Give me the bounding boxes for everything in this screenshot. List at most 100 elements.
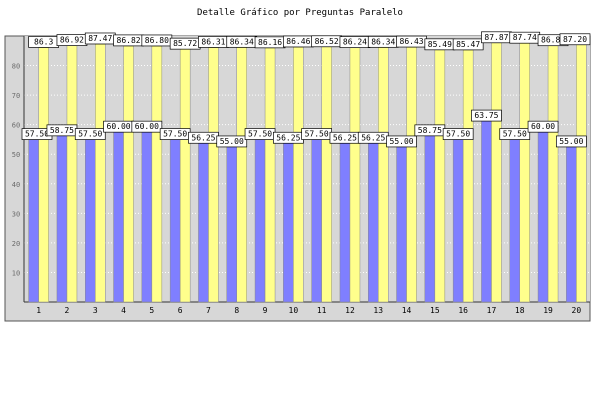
bar-series-2: [123, 45, 134, 303]
data-label: 87.74: [513, 33, 537, 42]
bar-series-2: [151, 45, 163, 303]
x-tick-label: 19: [543, 306, 553, 315]
data-label-box: [499, 128, 531, 140]
data-label: 86.43: [400, 37, 424, 46]
x-tick-label: 16: [458, 306, 468, 315]
x-tick-label: 17: [487, 306, 497, 315]
data-label-box: [216, 135, 248, 148]
x-tick-label: 5: [149, 306, 154, 315]
bar-series-2: [547, 44, 559, 303]
x-tick-label: 8: [234, 306, 239, 315]
x-tick-label: 12: [345, 306, 355, 315]
y-tick-label: 60: [12, 122, 20, 130]
bar-series-1: [56, 128, 68, 303]
x-tick-label: 11: [317, 306, 327, 315]
data-label: 63.75: [474, 111, 498, 120]
x-tick-label: 1: [36, 306, 41, 315]
bar-series-1: [396, 139, 407, 303]
data-label: 60.00: [107, 122, 131, 131]
data-label-box: [471, 109, 502, 122]
bar-series-1: [283, 135, 294, 303]
data-label: 86.46: [286, 37, 310, 46]
bar-series-2: [349, 46, 361, 303]
bar-series-1: [481, 113, 492, 303]
x-tick-label: 6: [178, 306, 183, 315]
bar-series-1: [339, 135, 351, 303]
bar-series-1: [28, 131, 39, 303]
x-tick-label: 18: [515, 306, 525, 315]
y-tick-label: 30: [12, 210, 20, 218]
data-label: 56.25: [333, 133, 357, 142]
x-tick-label: 9: [263, 306, 268, 315]
data-label: 85.49: [428, 40, 452, 49]
x-tick-label: 7: [206, 306, 211, 315]
y-tick-label: 50: [12, 151, 20, 159]
data-label: 57.50: [305, 130, 329, 139]
y-tick-label: 20: [12, 240, 20, 248]
x-tick-label: 2: [65, 306, 70, 315]
data-label: 85.47: [456, 40, 480, 49]
bar-series-1: [368, 135, 379, 303]
data-label: 86.34: [230, 37, 254, 46]
x-tick-label: 4: [121, 306, 126, 315]
bar-series-1: [254, 131, 266, 303]
bar-series-1: [226, 139, 237, 303]
bar-series-2: [95, 43, 106, 303]
data-label: 58.75: [418, 126, 442, 135]
data-label: 86.31: [201, 37, 225, 46]
y-tick-label: 70: [12, 92, 20, 100]
data-label: 86.80: [145, 36, 169, 45]
data-label-box: [527, 120, 559, 133]
bar-series-2: [321, 46, 332, 303]
bar-series-2: [236, 46, 247, 303]
bar-series-1: [509, 131, 520, 303]
data-label: 57.50: [78, 130, 102, 139]
data-label-box: [559, 33, 591, 46]
data-label: 57.50: [163, 130, 187, 139]
bar-series-1: [566, 139, 577, 303]
bar-series-2: [462, 49, 474, 303]
data-label-box: [131, 120, 163, 133]
x-tick-label: 15: [430, 306, 440, 315]
data-label: 56.25: [276, 133, 300, 142]
x-tick-label: 20: [572, 306, 582, 315]
plot-area: [24, 36, 590, 302]
bar-series-2: [293, 46, 304, 303]
bar-series-1: [311, 131, 322, 303]
bar-series-1: [198, 135, 209, 303]
bar-series-1: [424, 128, 436, 303]
bar-series-2: [434, 49, 446, 303]
data-label-box: [442, 128, 474, 140]
bar-series-2: [179, 48, 191, 303]
data-label: 55.00: [390, 137, 414, 146]
data-label: 57.50: [248, 130, 272, 139]
data-label: 86.34: [371, 37, 395, 46]
data-label: 86.52: [315, 37, 339, 46]
data-label-box: [555, 135, 587, 148]
x-tick-label: 10: [289, 306, 299, 315]
y-tick-label: 40: [12, 181, 20, 189]
data-label-box: [74, 128, 106, 140]
bar-series-2: [378, 46, 389, 303]
data-label: 57.50: [446, 130, 470, 139]
data-label: 56.25: [191, 133, 215, 142]
data-label-box: [386, 135, 417, 148]
bar-series-2: [519, 42, 530, 303]
data-label: 60.00: [135, 122, 159, 131]
data-label: 87.87: [484, 33, 508, 42]
data-label: 87.47: [88, 34, 112, 43]
bar-series-2: [576, 44, 587, 303]
data-label: 57.50: [503, 130, 527, 139]
data-label: 86.92: [60, 36, 84, 45]
bar-series-1: [113, 124, 124, 303]
data-label: 86.24: [343, 38, 367, 47]
x-tick-label: 13: [373, 306, 383, 315]
data-label: 86.82: [117, 36, 141, 45]
data-label: 86.88: [541, 36, 565, 45]
bar-series-2: [38, 46, 49, 303]
bar-series-1: [85, 131, 96, 303]
y-tick-label: 80: [12, 63, 20, 71]
data-label: 86.3: [34, 37, 53, 46]
bar-series-2: [406, 46, 417, 303]
